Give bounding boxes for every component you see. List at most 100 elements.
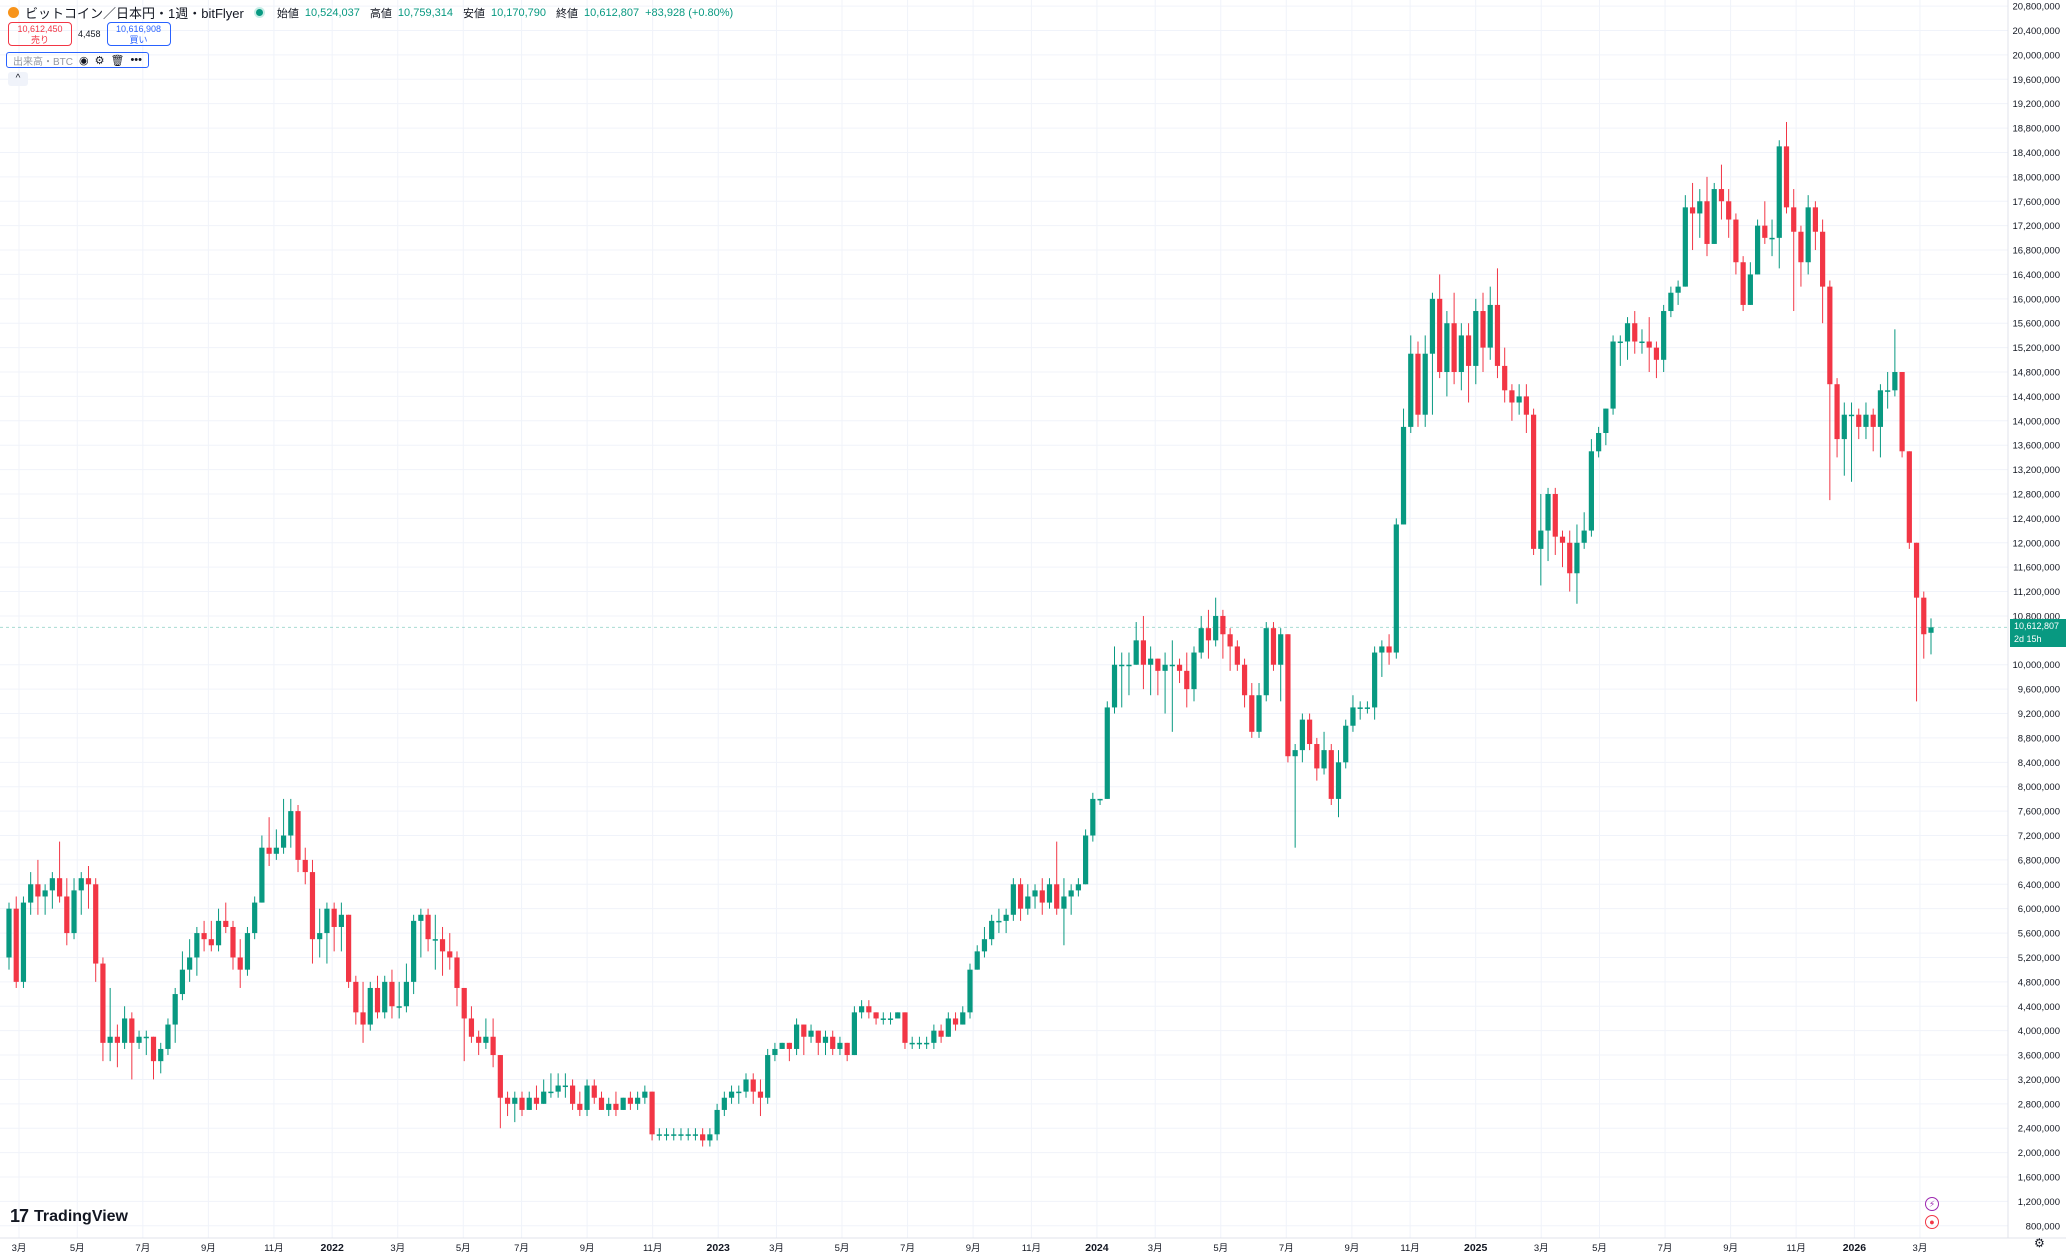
candle-body [1494,304,1501,366]
candles [6,121,1934,1147]
candle [909,1036,915,1049]
chart-settings-icon[interactable]: ⚙ [2034,1236,2045,1250]
market-status-icon[interactable] [255,9,263,16]
candle [187,939,193,982]
candle-body [49,878,55,891]
candle-body [1270,628,1277,665]
candle-body [1798,231,1804,263]
candle-body [280,835,287,848]
tradingview-logo[interactable]: 17 TradingView [10,1206,128,1227]
candle [1068,884,1074,915]
buy-button[interactable]: 10,616,908 買い [106,22,171,46]
candle-body [960,1012,966,1025]
more-icon[interactable]: ••• [130,54,143,66]
candle [468,1006,475,1043]
candle [143,1030,149,1056]
candle [548,1073,554,1098]
candle [1473,298,1479,385]
candle-body [1256,695,1262,732]
settings-icon[interactable]: ⚙ [94,54,105,67]
candle [1487,286,1493,360]
candle-body [244,933,251,970]
candle [519,1091,525,1117]
candle-body [1487,304,1493,348]
symbol-title[interactable]: ビットコイン／日本円・1週・bitFlyer [25,6,244,21]
candle [750,1073,756,1104]
candle [866,1000,872,1019]
candle [555,1073,561,1098]
candle [721,1091,727,1117]
candle [1148,646,1154,696]
candle-body [1234,646,1240,665]
candle-body [656,1134,662,1136]
candle [1184,652,1190,708]
candle-body [1661,311,1667,360]
x-tick-label: 11月 [1022,1243,1041,1254]
candle [1856,408,1862,440]
candle [822,1030,829,1056]
candle [1877,384,1884,458]
candle-body [324,908,330,934]
candle-body [266,847,272,854]
candle [1733,213,1739,275]
x-tick-label: 9月 [1723,1243,1738,1254]
candle [28,872,34,915]
eye-icon[interactable]: ◉ [79,54,89,67]
candle-body [808,1030,814,1037]
candle [1415,341,1421,427]
candle-body [1205,628,1212,641]
y-tick-label: 4,000,000 [2018,1026,2060,1037]
candle-body [757,1091,764,1098]
candle [324,902,330,964]
volume-indicator-legend[interactable]: 出来高・BTC ◉ ⚙ 🗑 ••• [6,52,150,68]
candle-body [1863,414,1869,427]
candle [1025,884,1031,915]
candle [252,896,258,940]
candle-body [938,1030,944,1037]
trash-icon[interactable]: 🗑 [110,54,125,67]
candle-body [85,878,92,885]
candle [1588,439,1594,537]
x-tick-label: 7月 [135,1243,150,1254]
candle [1176,658,1183,684]
candle [1682,195,1688,287]
candle-body [1408,353,1414,427]
lightning-icon[interactable]: ⚡ [1925,1197,1939,1211]
candle [1906,451,1912,549]
candle [1689,182,1696,251]
candle [1885,372,1891,409]
candle [317,908,323,958]
candle [779,1042,785,1049]
candle-body [490,1036,496,1056]
candle [1155,658,1161,696]
candle [598,1091,605,1110]
collapse-legend-button[interactable]: ^ [8,72,28,86]
candle-body [1502,365,1508,391]
candle-body [663,1134,670,1136]
x-tick-label: 11月 [264,1243,283,1254]
candle [309,859,316,964]
price-axis[interactable]: 800,000 1,200,000 1,600,000 2,000,000 2,400,… [2012,2,2060,1233]
time-axis[interactable]: 3月 5月 7月 9月 11月 2022 3月 5月 7月 9月 11月 2023 3月 5月 7月 9月 11… [12,1242,1928,1254]
candle-body [1480,311,1486,348]
candle-body [1617,341,1623,344]
candle [432,914,438,970]
candle-body [1588,451,1594,531]
candle-body [252,902,258,934]
sell-button[interactable]: 10,612,450 売り [8,22,72,46]
candle-body [1119,664,1125,667]
candle-body [1783,146,1790,208]
candle-body [512,1097,518,1104]
candle-body [1596,432,1602,452]
candle-body [1162,664,1168,671]
candle [1661,304,1667,373]
x-tick-label: 3月 [390,1243,405,1254]
candle-body [1675,286,1681,293]
candle-body [1632,323,1638,342]
record-icon[interactable]: ● [1925,1215,1939,1229]
candle-body [916,1042,923,1045]
candle-body [606,1103,612,1110]
candle-body [880,1018,886,1020]
y-tick-label: 6,000,000 [2018,904,2060,915]
